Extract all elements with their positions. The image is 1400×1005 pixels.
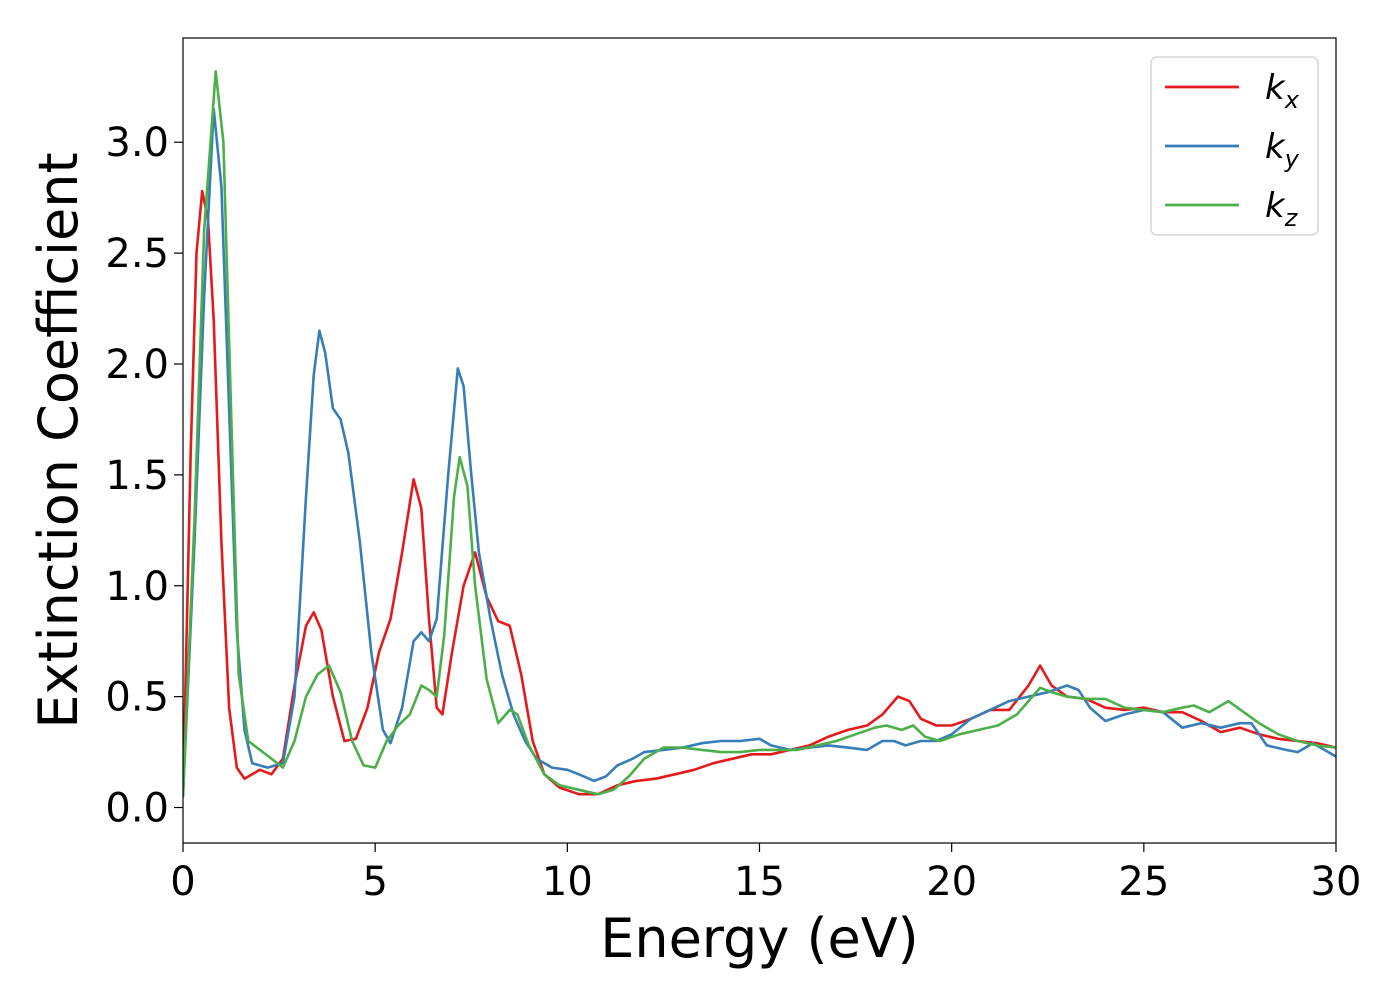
legend-subscript: z: [1284, 204, 1299, 232]
x-tick-label: 30: [1311, 859, 1362, 905]
x-tick-label: 0: [170, 859, 195, 905]
x-tick-label: 20: [926, 859, 977, 905]
legend-label-z: kz: [1265, 186, 1299, 232]
y-tick-label: 1.0: [105, 564, 169, 610]
y-axis-title: Extinction Coefficient: [27, 152, 90, 728]
series-line-y: [183, 107, 1336, 798]
plot-lines: [183, 70, 1336, 798]
x-tick-label: 10: [542, 859, 593, 905]
y-tick-label: 0.0: [105, 786, 169, 832]
x-axis-title: Energy (eV): [600, 907, 919, 970]
x-tick-label: 15: [734, 859, 785, 905]
legend-subscript: x: [1284, 86, 1300, 114]
y-tick-label: 3.0: [105, 120, 169, 166]
x-tick-label: 5: [362, 859, 387, 905]
y-axis-ticks: 0.0 0.5 1.0 1.5 2.0 2.5 3.0: [105, 120, 183, 832]
y-tick-label: 2.5: [105, 231, 169, 277]
x-tick-label: 25: [1118, 859, 1169, 905]
y-tick-label: 0.5: [105, 675, 169, 721]
series-line-x: [183, 189, 1336, 798]
y-tick-label: 2.0: [105, 342, 169, 388]
y-tick-label: 1.5: [105, 453, 169, 499]
x-axis-ticks: 0 5 10 15 20 25 30: [170, 843, 1361, 905]
series-line-z: [183, 70, 1336, 798]
legend-subscript: y: [1284, 145, 1300, 173]
